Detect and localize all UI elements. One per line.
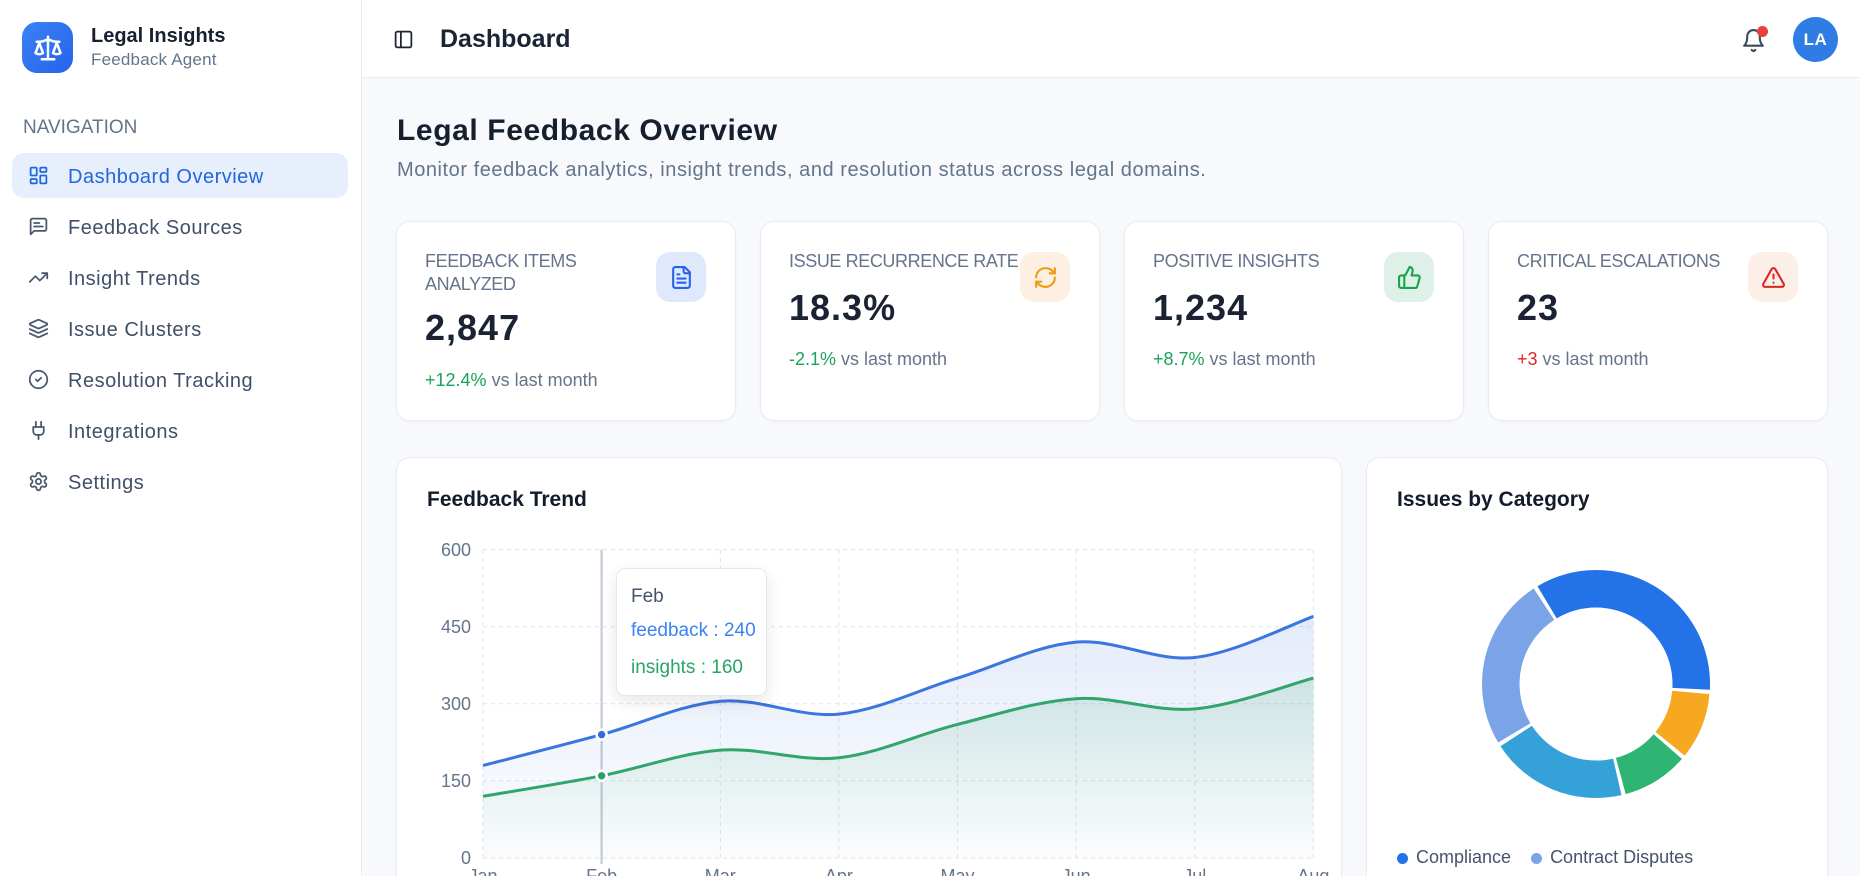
svg-text:Mar: Mar xyxy=(705,866,736,876)
svg-text:Jun: Jun xyxy=(1062,866,1091,876)
svg-text:600: 600 xyxy=(441,540,471,560)
svg-text:Aug: Aug xyxy=(1297,866,1329,876)
svg-text:Jan: Jan xyxy=(468,866,497,876)
svg-text:450: 450 xyxy=(441,617,471,637)
svg-text:Feb: Feb xyxy=(586,866,617,876)
svg-text:150: 150 xyxy=(441,771,471,791)
svg-text:Jul: Jul xyxy=(1183,866,1206,876)
svg-text:300: 300 xyxy=(441,694,471,714)
svg-text:0: 0 xyxy=(461,848,471,868)
svg-text:Apr: Apr xyxy=(825,866,853,876)
svg-text:May: May xyxy=(940,866,974,876)
